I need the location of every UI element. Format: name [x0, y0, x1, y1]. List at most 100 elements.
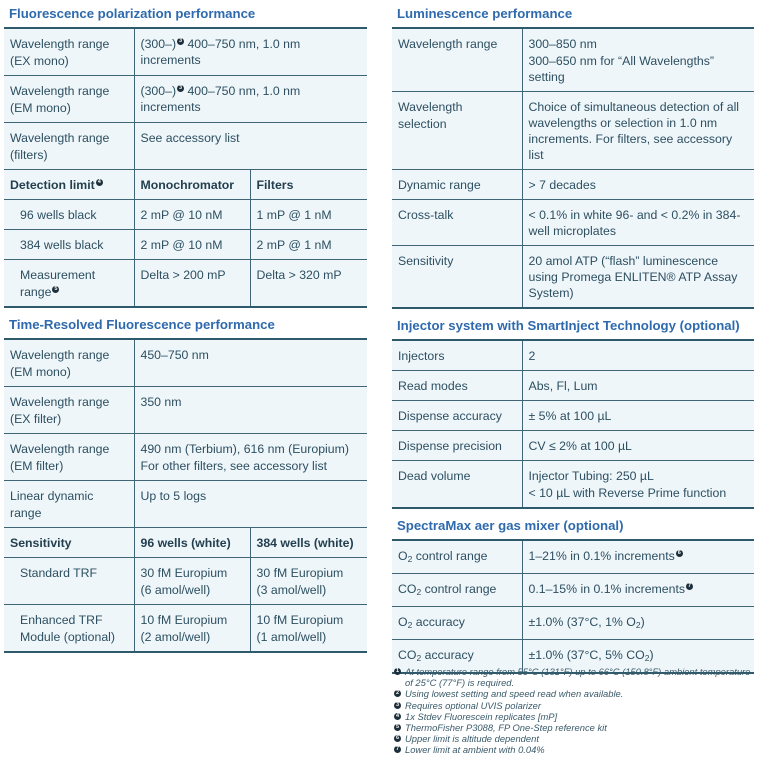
text: 30 fM Europium	[256, 566, 344, 580]
text: Delta > 200 mP	[140, 268, 226, 282]
text: Enhanced TRF	[20, 613, 103, 627]
cell-line: CO2 control range	[398, 581, 516, 600]
text: CO	[398, 648, 417, 662]
row-value: 350 nm	[133, 386, 367, 434]
text: (300–)	[140, 84, 177, 98]
cell-line: (300–) 3 400–750 nm, 1.0 nm increments	[141, 36, 362, 68]
row-value: 30 fM Europium (3 amol/well)	[249, 557, 367, 605]
footnote-number: 4	[394, 712, 401, 720]
row-value: 96 wells (white)	[133, 527, 250, 558]
row-label: O2 accuracy	[392, 606, 522, 640]
cell-line: 384 wells (white)	[257, 535, 362, 551]
table-row: Wavelength range (filters) See accessory l…	[4, 122, 367, 170]
table-row: Standard TRF 30 fM Europium (6 amol/well) 3…	[4, 557, 367, 605]
text: (300–)	[140, 37, 177, 51]
footnote: 7 Lower limit at ambient with 0.04%	[394, 744, 760, 755]
footnote-text: Upper limit is altitude dependent	[405, 733, 539, 745]
text: Wavelength range	[10, 131, 110, 145]
cell-line: 350 nm	[141, 394, 362, 410]
cell-line: ± 5% at 100 µL	[529, 408, 749, 424]
subscript: 2	[416, 653, 422, 663]
text: 2 mP @ 1 nM	[256, 238, 332, 252]
row-label: Wavelength range (EX filter)	[4, 386, 134, 434]
text: See accessory list	[140, 131, 240, 145]
text: For other filters, see accessory list	[140, 459, 328, 473]
row-label: Wavelength range	[392, 27, 522, 92]
text: (filters)	[10, 148, 48, 162]
row-value: 1–21% in 0.1% increments 6	[521, 539, 754, 574]
text: Dead volume	[398, 469, 471, 483]
spec-table: Wavelength range 300–850 nm 300–650 nm for…	[392, 27, 754, 309]
row-value: 0.1–15% in 0.1% increments 7	[521, 573, 754, 607]
text: Filters	[256, 178, 294, 192]
text: 2 mP @ 10 nM	[140, 208, 223, 222]
cell-line: (EX mono)	[10, 53, 128, 69]
table-row: Wavelength range (EX mono) (300–) 3 400–750…	[4, 27, 367, 76]
text: ±1.0% (37°C, 1% O	[528, 615, 636, 629]
subscript: 2	[407, 554, 413, 564]
cell-line: Wavelength range	[398, 36, 516, 52]
row-label: Wavelength range (EM mono)	[4, 75, 134, 123]
cell-line: 490 nm (Terbium), 616 nm (Europium)	[141, 441, 362, 457]
cell-line: Standard TRF	[20, 565, 128, 581]
row-label: CO2 control range	[392, 573, 522, 607]
row-value: 1 mP @ 1 nM	[249, 199, 367, 230]
text: Sensitivity	[10, 536, 72, 550]
row-label: Linear dynamic range	[4, 480, 134, 528]
cell-line: Delta > 200 mP	[141, 267, 244, 283]
cell-line: 96 wells (white)	[141, 535, 244, 551]
footnote-text: Lower limit at ambient with 0.04%	[405, 744, 545, 756]
row-value: Filters	[249, 169, 367, 200]
text: Wavelength range	[10, 348, 110, 362]
row-value: Delta > 320 mP	[249, 259, 367, 307]
cell-line: Linear dynamic	[10, 488, 128, 504]
row-label: Sensitivity	[4, 527, 134, 558]
text: Read modes	[398, 379, 468, 393]
text: 96 wells black	[20, 208, 97, 222]
row-label: Dispense accuracy	[392, 400, 522, 431]
row-label: Dynamic range	[392, 169, 522, 200]
cell-line: ±1.0% (37°C, 5% CO2)	[529, 647, 749, 666]
cell-line: Sensitivity	[10, 535, 128, 551]
cell-line: Wavelength range	[10, 36, 128, 52]
text: 1–21% in 0.1% increments	[528, 549, 675, 563]
cell-line: 2	[529, 348, 749, 364]
text: Injector Tubing: 250 µL	[528, 469, 654, 483]
text: O	[398, 549, 408, 563]
cell-line: (filters)	[10, 147, 128, 163]
row-value: Injector Tubing: 250 µL < 10 µL with Reve…	[521, 460, 754, 508]
text: control range	[412, 549, 488, 563]
cell-line: Measurement	[20, 267, 128, 283]
section-title: Luminescence performance	[397, 6, 573, 21]
text: 0.1–15% in 0.1% increments	[528, 582, 686, 596]
text: )	[649, 648, 654, 662]
cell-line: Wavelength range	[10, 347, 128, 363]
text: CV ≤ 2% at 100 µL	[528, 439, 632, 453]
cell-line: (EM mono)	[10, 364, 128, 380]
text: Measurement	[20, 268, 96, 282]
row-label: Standard TRF	[4, 557, 134, 605]
cell-line: 0.1–15% in 0.1% increments 7	[529, 581, 749, 597]
cell-line: range	[10, 505, 128, 521]
row-value: 300–850 nm 300–650 nm for “All Wavelength…	[521, 27, 754, 92]
text: Wavelength	[398, 100, 463, 114]
text: 20 amol ATP (“flash” luminescence using …	[528, 254, 738, 300]
row-value: < 0.1% in white 96- and < 0.2% in 384-we…	[521, 199, 754, 246]
row-label: Wavelength range (EM mono)	[4, 338, 134, 387]
text: Abs, Fl, Lum	[528, 379, 598, 393]
table-row: Wavelength selection Choice of simultaneou…	[392, 91, 754, 170]
row-value: 450–750 nm	[133, 338, 367, 387]
cell-line: 96 wells black	[20, 207, 128, 223]
text: (EM mono)	[10, 365, 71, 379]
text: 490 nm (Terbium), 616 nm (Europium)	[140, 442, 349, 456]
text: Standard TRF	[20, 566, 98, 580]
cell-line: Detection limit 4	[10, 177, 128, 193]
cell-line: 2 mP @ 1 nM	[257, 237, 362, 253]
text: O	[398, 615, 408, 629]
cell-line: Choice of simultaneous detection of all …	[529, 99, 749, 163]
text: Wavelength range	[10, 395, 110, 409]
table-row: CO2 control range 0.1–15% in 0.1% increme…	[392, 573, 754, 607]
row-value: 10 fM Europium (2 amol/well)	[133, 604, 250, 652]
table-row: Dead volume Injector Tubing: 250 µL < 10 µ…	[392, 460, 754, 508]
footnote-marker: 3	[177, 38, 185, 45]
